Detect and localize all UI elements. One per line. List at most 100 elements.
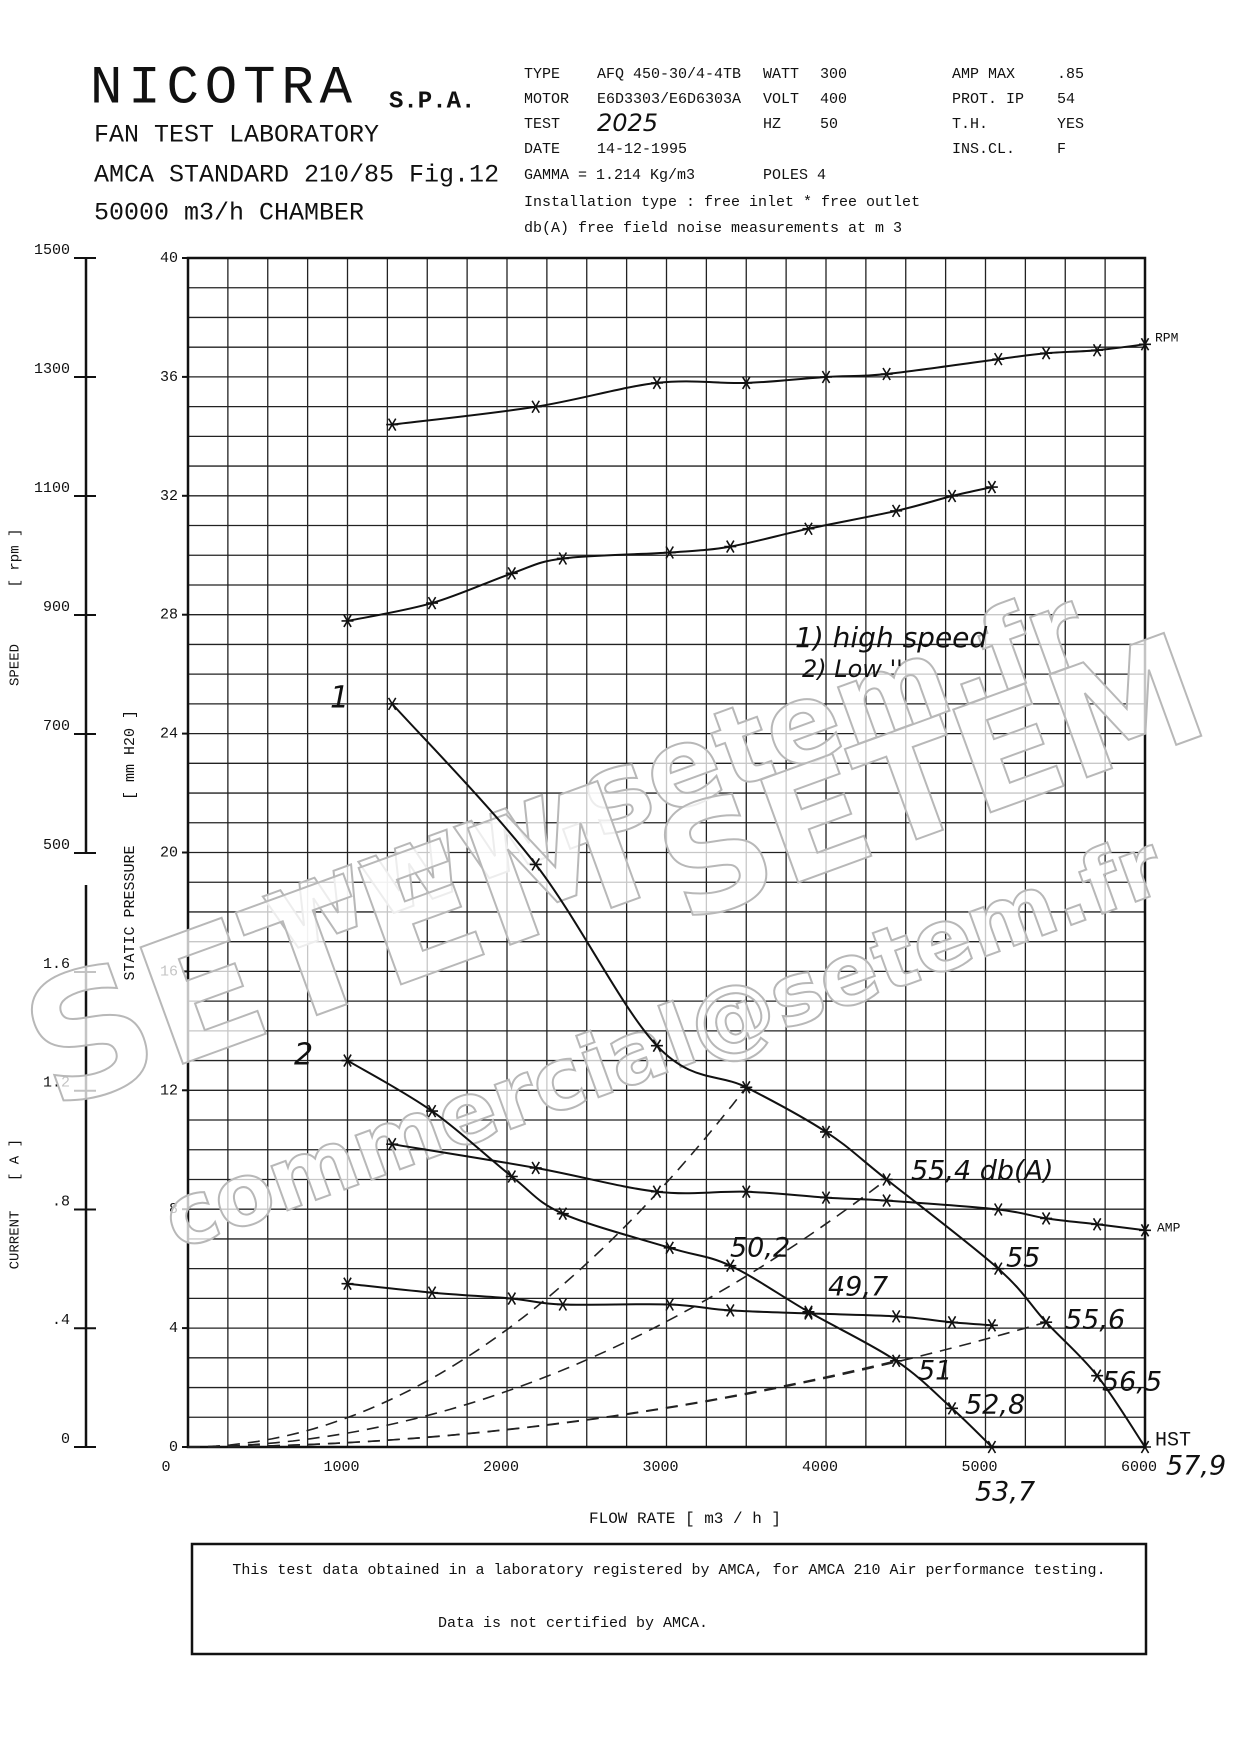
info-text: 2025: [597, 109, 658, 137]
y-axis-unit: [ mm H20 ]: [122, 710, 139, 800]
header-line: AMCA STANDARD 210/85 Fig.12: [94, 161, 499, 190]
point-marker: [880, 1194, 893, 1208]
y-tick-label: 24: [160, 726, 178, 743]
y-tick-label: 0: [169, 1439, 178, 1456]
noise-annotation: 55,6: [1065, 1305, 1125, 1336]
curve-number: 2: [294, 1038, 313, 1073]
footer-text: Data is not certified by AMCA.: [438, 1615, 708, 1632]
point-marker: [505, 1170, 518, 1183]
side-axis-unit: [ rpm ]: [8, 529, 24, 588]
info-text: Installation type : free inlet * free ou…: [524, 194, 920, 211]
info-text: T.H.: [952, 116, 988, 133]
point-marker: [890, 1309, 903, 1323]
point-marker: [426, 1286, 439, 1300]
info-text: VOLT: [763, 91, 799, 108]
side-tick-label: 900: [43, 599, 70, 616]
point-marker: [505, 1292, 518, 1305]
point-marker: [740, 1185, 753, 1199]
point-marker: [802, 1306, 815, 1320]
curve-label: AMP: [1157, 1220, 1181, 1235]
point-marker: [1139, 1440, 1151, 1454]
x-axis-label: FLOW RATE [ m3 / h ]: [589, 1510, 781, 1528]
point-marker: [556, 552, 569, 565]
info-text: AMP MAX: [952, 66, 1015, 83]
y-tick-label: 4: [169, 1320, 178, 1337]
point-marker: [724, 1259, 737, 1273]
point-marker: [386, 418, 399, 432]
x-tick-label: 0: [161, 1459, 170, 1476]
info-text: AFQ 450-30/4-4TB: [597, 66, 741, 83]
noise-annotation: 49,7: [828, 1272, 888, 1303]
info-text: MOTOR: [524, 91, 569, 108]
point-marker: [1091, 1369, 1104, 1383]
x-tick-label: 6000: [1121, 1459, 1157, 1476]
point-marker: [1091, 343, 1104, 357]
curve-label: HST: [1155, 1429, 1191, 1452]
x-tick-label: 5000: [961, 1459, 997, 1476]
point-marker: [341, 614, 354, 628]
point-marker: [386, 697, 399, 711]
point-marker: [663, 546, 676, 559]
info-text: GAMMA = 1.214 Kg/m3: [524, 167, 695, 184]
point-marker: [1139, 1223, 1151, 1237]
curve: [347, 486, 993, 622]
point-marker: [529, 1161, 542, 1175]
noise-annotation: 51: [918, 1356, 952, 1387]
point-marker: [529, 857, 542, 871]
point-marker: [820, 370, 832, 384]
info-text: 54: [1057, 91, 1075, 108]
title: NICOTRA: [90, 58, 353, 119]
handwritten-note: 2) Low '': [802, 655, 903, 683]
info-text: E6D3303/E6D6303A: [597, 91, 741, 108]
curve-label: RPM: [1155, 330, 1178, 345]
point-marker: [505, 566, 518, 580]
point-marker: [946, 1401, 959, 1415]
info-text: 50: [820, 116, 838, 133]
point-marker: [740, 376, 753, 390]
point-marker: [880, 1173, 893, 1186]
info-text: YES: [1057, 116, 1084, 133]
y-tick-label: 40: [160, 250, 178, 267]
curve: [347, 1282, 992, 1327]
y-tick-label: 36: [160, 369, 178, 386]
point-marker: [985, 480, 998, 494]
side-axis-unit: [ A ]: [8, 1139, 24, 1181]
side-tick-label: 0: [61, 1431, 70, 1448]
info-text: INS.CL.: [952, 141, 1015, 158]
x-tick-label: 1000: [323, 1459, 359, 1476]
point-marker: [985, 1440, 998, 1454]
info-text: db(A) free field noise measurements at m…: [524, 220, 902, 237]
y-tick-label: 32: [160, 488, 178, 505]
point-marker: [426, 1104, 439, 1118]
point-marker: [890, 504, 903, 518]
info-text: WATT: [763, 66, 799, 83]
handwritten-note: 1) high speed: [795, 621, 987, 654]
point-marker: [341, 1054, 354, 1067]
point-marker: [426, 596, 439, 610]
noise-annotation: 56,5: [1102, 1367, 1162, 1398]
side-axis-label: SPEED: [8, 644, 24, 686]
point-marker: [556, 1298, 569, 1311]
point-marker: [802, 1305, 815, 1319]
point-marker: [1040, 1315, 1053, 1329]
point-marker: [724, 540, 737, 553]
curve: [346, 1059, 993, 1448]
noise-annotation: 57,9: [1166, 1451, 1226, 1482]
y-tick-label: 28: [160, 607, 178, 624]
side-tick-label: 500: [43, 837, 70, 854]
point-marker: [1040, 1211, 1053, 1225]
info-text: TEST: [524, 116, 560, 133]
noise-annotation: 53,7: [975, 1477, 1035, 1508]
info-text: POLES 4: [763, 167, 826, 184]
side-tick-label: 1.6: [43, 956, 70, 973]
x-tick-label: 2000: [483, 1459, 519, 1476]
footer-box: [190, 1542, 1148, 1656]
point-marker: [890, 1354, 903, 1368]
side-tick-label: .4: [52, 1312, 70, 1329]
side-tick-label: 1500: [34, 242, 70, 259]
point-marker: [650, 1185, 663, 1199]
y-tick-label: 12: [160, 1082, 178, 1099]
curve-number: 1: [330, 681, 349, 716]
